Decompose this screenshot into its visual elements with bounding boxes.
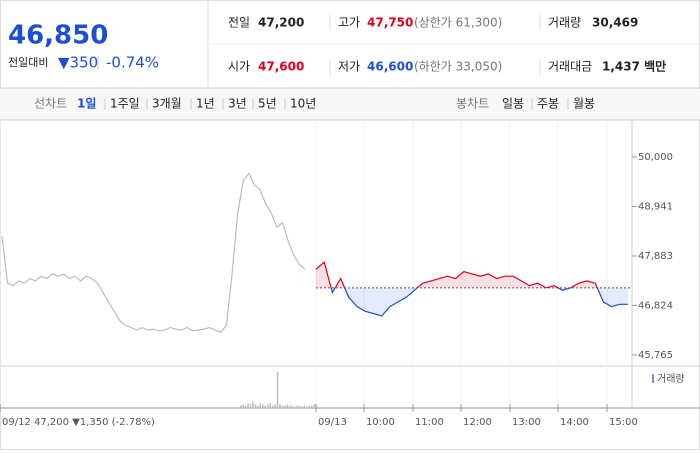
volume-bar xyxy=(247,403,249,408)
y-tick-label: 46,824 xyxy=(638,300,673,311)
volume-bar xyxy=(306,406,308,408)
x-tick-label: 09/13 xyxy=(318,417,347,428)
volume-bar xyxy=(254,404,257,408)
volume-bar xyxy=(242,404,244,408)
volume-bar xyxy=(296,405,298,408)
volume-bar xyxy=(274,404,276,408)
volume-bar xyxy=(244,405,247,408)
x-tick-label: 11:00 xyxy=(415,417,444,428)
volume-bar xyxy=(284,405,286,408)
stat-label: 저가 xyxy=(338,60,360,74)
stat-value: 47,750 xyxy=(367,16,413,30)
tab[interactable]: 1년 xyxy=(196,97,215,111)
volume-bar xyxy=(279,404,281,408)
volume-bar xyxy=(313,404,316,408)
stat-value: 30,469 xyxy=(592,16,638,30)
change: ▼350 xyxy=(58,54,98,72)
stat-note: (하한가 33,050) xyxy=(414,60,502,74)
legend-label: 거래량 xyxy=(657,373,685,385)
volume-bar xyxy=(311,405,313,408)
tab-group-label: 봉차트 xyxy=(456,97,489,111)
stat-note: (상한가 61,300) xyxy=(414,16,502,30)
tab[interactable]: 1주일 xyxy=(110,97,140,111)
volume-bar xyxy=(303,405,306,408)
stat-value: 1,437 백만 xyxy=(602,59,666,74)
volume-bar xyxy=(276,372,279,408)
stat-label: 고가 xyxy=(338,16,360,30)
tab-group-label: 선차트 xyxy=(34,97,67,111)
x-tick-label: 14:00 xyxy=(560,417,589,428)
tab[interactable]: 5년 xyxy=(258,97,277,111)
tab[interactable]: 3개월 xyxy=(152,97,182,111)
x-tick-label: 09/12 xyxy=(2,417,31,428)
x-tick-label: 10:00 xyxy=(366,417,395,428)
volume-bar xyxy=(257,405,259,408)
tab[interactable]: 3년 xyxy=(228,97,247,111)
stat-label: 거래대금 xyxy=(548,60,592,74)
y-tick-label: 48,941 xyxy=(638,202,673,213)
stat-label: 시가 xyxy=(228,60,250,74)
volume-bar xyxy=(269,403,271,408)
price: 46,850 xyxy=(8,21,108,51)
volume-bar xyxy=(286,404,289,408)
legend-swatch xyxy=(652,374,654,383)
change-pct: -0.74% xyxy=(106,54,159,72)
stat-value: 47,600 xyxy=(258,60,304,74)
line xyxy=(330,287,628,317)
volume-bar xyxy=(289,405,291,408)
line xyxy=(315,261,598,288)
volume-bar xyxy=(271,405,274,408)
volume-bar xyxy=(293,406,296,408)
change-label: 전일대비 xyxy=(8,55,48,69)
tab[interactable]: 주봉 xyxy=(537,97,559,111)
tab-bar xyxy=(0,89,700,120)
volume-bar xyxy=(298,405,301,408)
area xyxy=(316,262,628,288)
area xyxy=(331,287,628,316)
volume-bar xyxy=(266,404,269,408)
stat-label: 거래량 xyxy=(548,16,581,30)
y-tick-label: 50,000 xyxy=(638,152,673,163)
volume-bar xyxy=(249,404,252,408)
tab[interactable]: 1일 xyxy=(77,97,96,111)
volume-bar xyxy=(240,405,242,408)
stat-label: 전일 xyxy=(228,16,250,30)
y-tick-label: 45,765 xyxy=(638,350,673,361)
x-tick-label: 12:00 xyxy=(463,417,492,428)
x-tick-label: 13:00 xyxy=(512,417,541,428)
x-tick-label: 15:00 xyxy=(609,417,638,428)
summary: 47,200 ▼1,350 (-2.78%) xyxy=(34,417,155,428)
tab[interactable]: 10년 xyxy=(290,97,316,111)
y-tick-label: 47,883 xyxy=(638,251,673,262)
volume-bar xyxy=(281,405,284,408)
volume-bar xyxy=(301,406,303,408)
volume-bar xyxy=(264,405,267,408)
tab[interactable]: 일봉 xyxy=(502,97,524,111)
volume-bar xyxy=(262,404,264,408)
tab[interactable]: 월봉 xyxy=(573,97,595,111)
volume-bar xyxy=(308,405,311,408)
line xyxy=(1,172,306,334)
volume-bar xyxy=(252,402,254,408)
stat-value: 46,600 xyxy=(367,60,413,74)
volume-bar xyxy=(291,405,293,408)
volume-bar xyxy=(316,405,318,408)
volume-bar xyxy=(259,403,262,408)
stat-value: 47,200 xyxy=(258,16,304,30)
